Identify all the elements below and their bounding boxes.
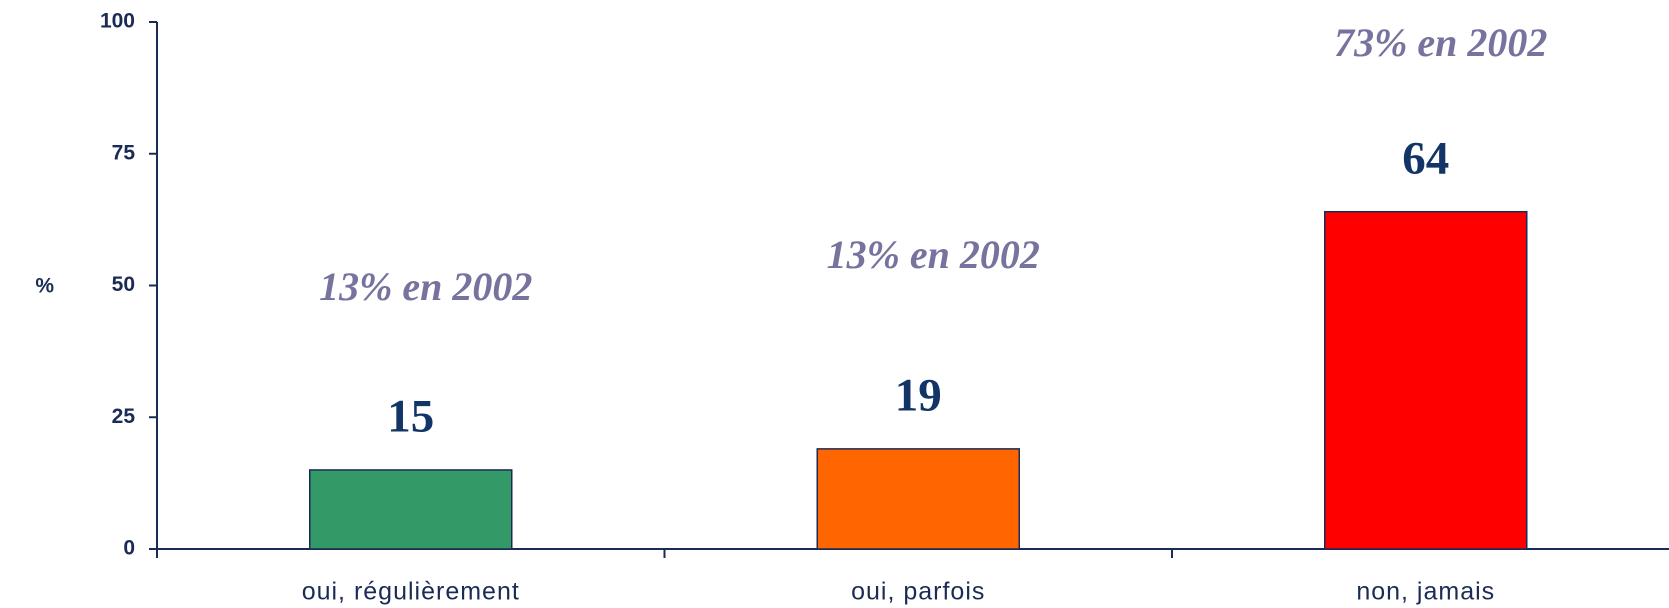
y-tick-label: 0 [123,537,135,560]
value-label: 64 [1402,133,1449,185]
bar [309,469,513,550]
x-tick-label: non, jamais [1356,578,1495,606]
annotation: 13% en 2002 [827,232,1040,277]
x-tick-label: oui, régulièrement [302,578,520,606]
annotation: 13% en 2002 [319,264,532,309]
annotation: 73% en 2002 [1334,20,1547,65]
y-tick-label: 50 [112,273,135,296]
value-label: 19 [895,370,942,422]
y-axis-label: % [35,275,54,298]
y-tick-label: 100 [100,10,135,33]
x-tick-label: oui, parfois [851,578,985,606]
y-tick-label: 75 [112,141,136,164]
value-label: 15 [387,391,434,443]
bar [816,448,1020,550]
y-tick-label: 25 [112,405,136,428]
bar [1324,210,1528,550]
